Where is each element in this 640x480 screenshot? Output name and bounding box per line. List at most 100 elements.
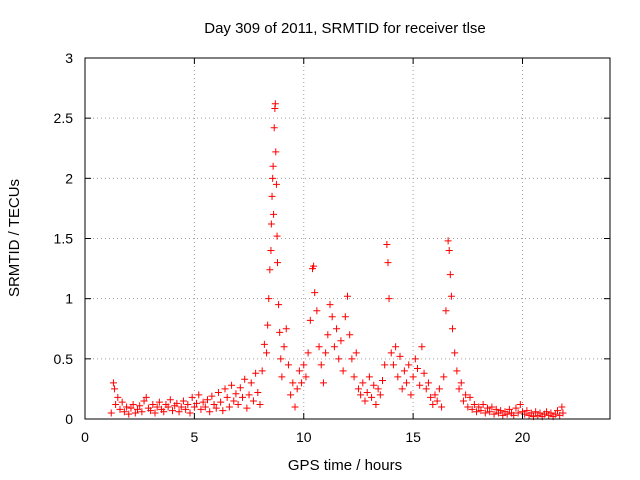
data-point <box>381 361 389 369</box>
data-point <box>335 355 343 363</box>
data-point <box>451 349 459 357</box>
data-point <box>270 210 278 218</box>
data-point <box>449 325 456 333</box>
data-point <box>295 367 303 375</box>
data-point <box>186 409 194 417</box>
data-point <box>256 401 264 409</box>
data-point <box>407 391 415 399</box>
data-point <box>289 379 297 387</box>
data-point <box>370 381 378 389</box>
data-point <box>418 343 426 351</box>
data-point <box>319 379 327 387</box>
data-point <box>341 313 349 321</box>
data-point <box>254 389 262 397</box>
data-point <box>398 385 406 393</box>
data-point <box>543 408 551 416</box>
data-point <box>324 331 332 339</box>
data-point <box>219 407 227 415</box>
chart-title: Day 309 of 2011, SRMTID for receiver tls… <box>204 20 486 37</box>
data-point <box>429 401 437 409</box>
data-point <box>466 393 474 401</box>
data-point <box>269 162 277 170</box>
data-point <box>411 355 419 363</box>
x-tick-label: 5 <box>190 429 198 445</box>
data-point <box>125 410 133 418</box>
data-point <box>221 385 229 393</box>
data-point <box>210 401 218 409</box>
data-point <box>499 411 507 419</box>
y-tick-label: 1.5 <box>54 231 74 247</box>
data-point <box>284 361 292 369</box>
data-point <box>136 402 144 410</box>
data-point <box>179 397 187 405</box>
data-point <box>120 408 128 416</box>
data-point <box>274 259 281 267</box>
data-point <box>199 398 207 406</box>
data-point <box>475 403 483 411</box>
data-point <box>225 403 233 411</box>
data-point <box>201 403 209 411</box>
data-point <box>184 401 192 409</box>
data-point <box>361 397 369 405</box>
data-point <box>317 361 325 369</box>
data-point <box>129 401 137 409</box>
data-point <box>230 397 238 405</box>
data-point <box>468 405 476 413</box>
data-point <box>424 379 432 387</box>
data-point <box>444 237 452 245</box>
data-point <box>462 391 470 399</box>
data-point <box>431 391 439 399</box>
data-point <box>438 403 446 411</box>
data-point <box>383 241 391 249</box>
data-point <box>267 220 275 228</box>
data-point <box>414 364 421 372</box>
data-point <box>427 393 435 401</box>
x-tick-label: 20 <box>515 429 531 445</box>
data-point <box>245 391 253 399</box>
data-point <box>182 405 190 413</box>
data-point <box>212 404 220 412</box>
y-tick-label: 0.5 <box>54 351 74 367</box>
data-point <box>505 405 513 413</box>
data-point <box>114 393 122 401</box>
data-point <box>293 385 301 393</box>
data-point <box>440 373 448 381</box>
data-point <box>282 325 290 333</box>
data-point <box>258 367 266 375</box>
data-point <box>265 295 273 303</box>
data-point <box>239 393 246 401</box>
data-point <box>153 403 161 411</box>
data-point <box>267 247 275 255</box>
data-point <box>311 289 319 297</box>
data-point <box>379 376 386 384</box>
data-point <box>477 407 485 415</box>
data-point <box>127 404 135 412</box>
data-point <box>160 408 168 416</box>
data-point <box>111 385 119 393</box>
data-point <box>169 407 176 415</box>
data-point <box>166 396 174 404</box>
data-point <box>147 407 155 415</box>
data-point <box>197 405 205 413</box>
data-point <box>302 373 310 381</box>
data-point <box>551 410 559 418</box>
x-tick-label: 0 <box>81 429 89 445</box>
data-point <box>263 349 271 357</box>
data-point <box>214 389 222 397</box>
data-point <box>484 404 491 412</box>
data-point <box>447 292 455 300</box>
data-point <box>268 192 276 200</box>
data-point <box>384 259 392 267</box>
data-point <box>344 292 351 300</box>
data-point <box>363 389 371 397</box>
data-point <box>396 352 404 360</box>
data-point <box>142 393 150 401</box>
data-point <box>208 392 216 400</box>
data-point <box>350 373 358 381</box>
data-point <box>275 301 283 309</box>
data-point <box>273 232 281 240</box>
data-point <box>403 379 411 387</box>
data-point <box>492 405 500 413</box>
data-point <box>304 349 312 357</box>
data-point <box>554 407 561 415</box>
